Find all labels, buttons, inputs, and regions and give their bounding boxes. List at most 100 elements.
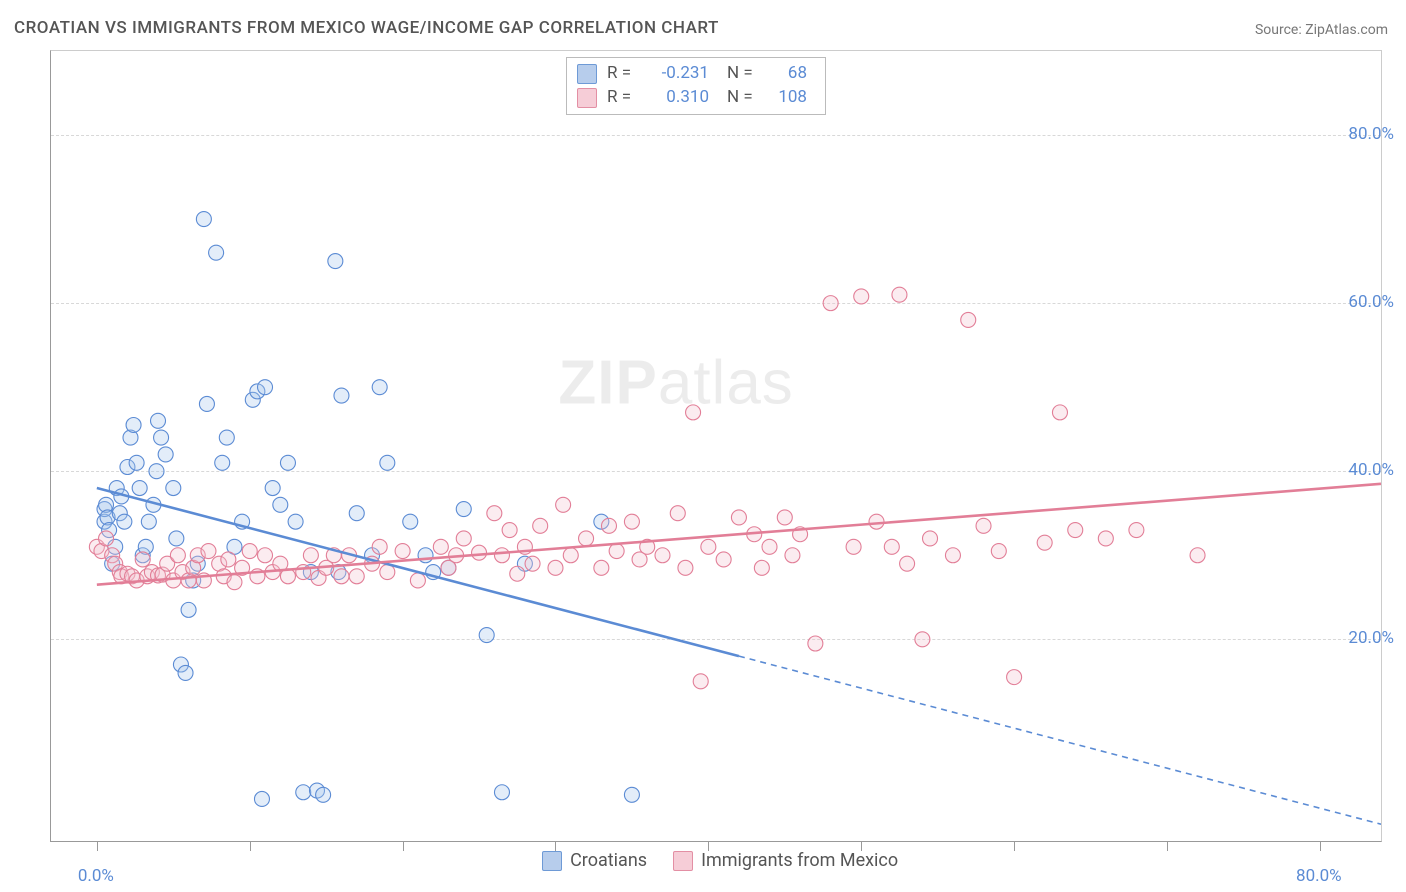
legend-bottom: CroatiansImmigrants from Mexico (542, 850, 898, 871)
scatter-point (678, 560, 693, 575)
scatter-point (487, 506, 502, 521)
scatter-point (456, 502, 471, 517)
scatter-point (219, 430, 234, 445)
legend-R-value: -0.231 (653, 62, 709, 86)
plot-area: ZIPatlas R =-0.231N =68R =0.310N =108 (50, 50, 1382, 842)
legend-swatch (542, 851, 562, 871)
scatter-point (716, 552, 731, 567)
scatter-point (670, 506, 685, 521)
scatter-point (380, 565, 395, 580)
scatter-point (296, 785, 311, 800)
scatter-point (154, 430, 169, 445)
x-tick-mark (1014, 841, 1015, 851)
legend-N-value: 68 (773, 62, 807, 86)
scatter-point (754, 560, 769, 575)
scatter-point (169, 531, 184, 546)
scatter-point (395, 544, 410, 559)
legend-swatch (577, 88, 597, 108)
scatter-point (158, 447, 173, 462)
scatter-point (349, 506, 364, 521)
chart-container: CROATIAN VS IMMIGRANTS FROM MEXICO WAGE/… (0, 0, 1406, 892)
scatter-point (494, 548, 509, 563)
scatter-point (258, 548, 273, 563)
scatter-point (494, 785, 509, 800)
scatter-point (624, 514, 639, 529)
scatter-point (609, 544, 624, 559)
legend-N-label: N = (727, 62, 763, 86)
scatter-point (129, 455, 144, 470)
scatter-point (533, 518, 548, 533)
x-tick-label: 80.0% (1296, 866, 1342, 886)
scatter-point (846, 539, 861, 554)
scatter-point (372, 380, 387, 395)
scatter-point (126, 417, 141, 432)
scatter-point (472, 545, 487, 560)
trend-line (97, 484, 1381, 585)
legend-N-value: 108 (773, 86, 807, 110)
scatter-point (170, 548, 185, 563)
scatter-point (854, 289, 869, 304)
legend-row: R =0.310N =108 (577, 86, 807, 110)
legend-R-value: 0.310 (653, 86, 709, 110)
scatter-point (701, 539, 716, 554)
scatter-svg (51, 51, 1381, 841)
scatter-point (380, 455, 395, 470)
scatter-point (372, 539, 387, 554)
scatter-point (1007, 670, 1022, 685)
x-tick-mark (250, 841, 251, 851)
scatter-point (403, 514, 418, 529)
scatter-point (181, 602, 196, 617)
scatter-point (823, 296, 838, 311)
source-link[interactable]: ZipAtlas.com (1305, 22, 1388, 38)
scatter-point (288, 514, 303, 529)
scatter-point (132, 481, 147, 496)
scatter-point (762, 539, 777, 554)
y-tick-label: 20.0% (1348, 628, 1394, 648)
correlation-legend: R =-0.231N =68R =0.310N =108 (566, 57, 826, 115)
y-tick-label: 80.0% (1348, 124, 1394, 144)
scatter-point (923, 531, 938, 546)
scatter-point (1129, 523, 1144, 538)
source-credit: Source: ZipAtlas.com (1255, 22, 1388, 38)
legend-label: Immigrants from Mexico (701, 850, 898, 871)
trend-line-dashed (739, 656, 1381, 824)
scatter-point (141, 514, 156, 529)
scatter-point (349, 569, 364, 584)
scatter-point (525, 556, 540, 571)
scatter-point (900, 556, 915, 571)
scatter-point (945, 548, 960, 563)
scatter-point (201, 544, 216, 559)
scatter-point (548, 560, 563, 575)
scatter-point (328, 254, 343, 269)
scatter-point (892, 287, 907, 302)
legend-swatch (673, 851, 693, 871)
scatter-point (221, 552, 236, 567)
scatter-point (316, 787, 331, 802)
scatter-point (456, 531, 471, 546)
scatter-point (303, 548, 318, 563)
scatter-point (655, 548, 670, 563)
scatter-point (149, 464, 164, 479)
y-tick-label: 60.0% (1348, 292, 1394, 312)
scatter-point (1052, 405, 1067, 420)
scatter-point (117, 514, 132, 529)
scatter-point (808, 636, 823, 651)
scatter-point (502, 523, 517, 538)
x-tick-mark (1167, 841, 1168, 851)
scatter-point (563, 548, 578, 563)
x-tick-mark (403, 841, 404, 851)
scatter-point (624, 787, 639, 802)
legend-R-label: R = (607, 86, 643, 110)
scatter-point (1098, 531, 1113, 546)
scatter-point (884, 539, 899, 554)
scatter-point (479, 628, 494, 643)
scatter-point (976, 518, 991, 533)
scatter-point (777, 510, 792, 525)
scatter-point (410, 573, 425, 588)
scatter-point (869, 514, 884, 529)
scatter-point (135, 552, 150, 567)
scatter-point (258, 380, 273, 395)
legend-swatch (577, 64, 597, 84)
scatter-point (915, 632, 930, 647)
scatter-point (199, 396, 214, 411)
